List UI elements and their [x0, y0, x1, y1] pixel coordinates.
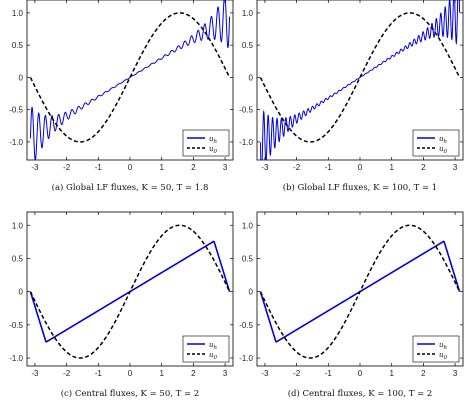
- y-tick-label: 0: [249, 73, 254, 82]
- x-tick-label: 2: [191, 163, 196, 172]
- series-line-u0: [259, 224, 461, 359]
- y-tick-label: 0.5: [12, 254, 24, 263]
- x-tick-label: 0: [358, 163, 363, 172]
- legend-label: uh: [439, 135, 448, 145]
- legend-label: u0: [439, 145, 448, 155]
- x-tick-label: -3: [31, 163, 39, 172]
- y-tick-label: 0: [249, 288, 254, 297]
- legend-label: u0: [209, 351, 218, 361]
- x-tick-label: 3: [453, 163, 458, 172]
- series-line-uh: [29, 0, 231, 160]
- x-tick-label: 3: [223, 369, 228, 378]
- y-tick-label: 1.0: [242, 221, 254, 230]
- panel-caption: (b) Global LF fluxes, K = 100, T = 1: [283, 182, 437, 193]
- x-tick-label: 2: [191, 369, 196, 378]
- panel-caption: (a) Global LF fluxes, K = 50, T = 1.8: [52, 182, 209, 193]
- x-tick-label: 0: [358, 369, 363, 378]
- x-tick-label: 2: [421, 369, 426, 378]
- x-tick-label: 3: [223, 163, 228, 172]
- legend-label: u0: [439, 351, 448, 361]
- series-line-uh: [259, 0, 461, 160]
- y-tick-label: -0.5: [9, 106, 23, 115]
- y-tick-label: -0.5: [239, 106, 253, 115]
- x-tick-label: -2: [293, 163, 301, 172]
- series-line-u0: [29, 12, 231, 143]
- x-tick-label: 2: [421, 163, 426, 172]
- x-tick-label: 0: [128, 163, 133, 172]
- x-tick-label: 1: [389, 369, 394, 378]
- x-tick-label: 1: [159, 163, 164, 172]
- x-tick-label: -2: [293, 369, 301, 378]
- y-tick-label: -0.5: [9, 321, 23, 330]
- series-line-u0: [259, 12, 461, 143]
- x-tick-label: 3: [453, 369, 458, 378]
- x-tick-label: -2: [63, 163, 71, 172]
- legend-label: uh: [439, 341, 448, 351]
- legend-label: uh: [209, 341, 218, 351]
- y-tick-label: 1.0: [12, 221, 24, 230]
- x-tick-label: -1: [325, 369, 333, 378]
- y-tick-label: 0.5: [242, 41, 254, 50]
- legend-label: uh: [209, 135, 218, 145]
- y-tick-label: -1.0: [9, 138, 23, 147]
- y-tick-label: 1.0: [12, 9, 24, 18]
- x-tick-label: -1: [95, 163, 103, 172]
- x-tick-label: -1: [95, 369, 103, 378]
- panel-caption: (c) Central fluxes, K = 50, T = 2: [61, 388, 200, 399]
- y-tick-label: -1.0: [9, 354, 23, 363]
- y-tick-label: 0.5: [242, 254, 254, 263]
- x-tick-label: -3: [31, 369, 39, 378]
- legend-label: u0: [209, 145, 218, 155]
- y-tick-label: -1.0: [239, 138, 253, 147]
- y-tick-label: -1.0: [239, 354, 253, 363]
- x-tick-label: -2: [63, 369, 71, 378]
- x-tick-label: 1: [389, 163, 394, 172]
- panel-caption: (d) Central fluxes, K = 100, T = 2: [288, 388, 433, 399]
- y-tick-label: -0.5: [239, 321, 253, 330]
- x-tick-label: 0: [128, 369, 133, 378]
- y-tick-label: 0.5: [12, 41, 24, 50]
- y-tick-label: 0: [19, 288, 24, 297]
- x-tick-label: -3: [261, 163, 269, 172]
- y-tick-label: 0: [19, 73, 24, 82]
- x-tick-label: -3: [261, 369, 269, 378]
- x-tick-label: 1: [159, 369, 164, 378]
- series-line-u0: [29, 224, 231, 359]
- x-tick-label: -1: [325, 163, 333, 172]
- y-tick-label: 1.0: [242, 9, 254, 18]
